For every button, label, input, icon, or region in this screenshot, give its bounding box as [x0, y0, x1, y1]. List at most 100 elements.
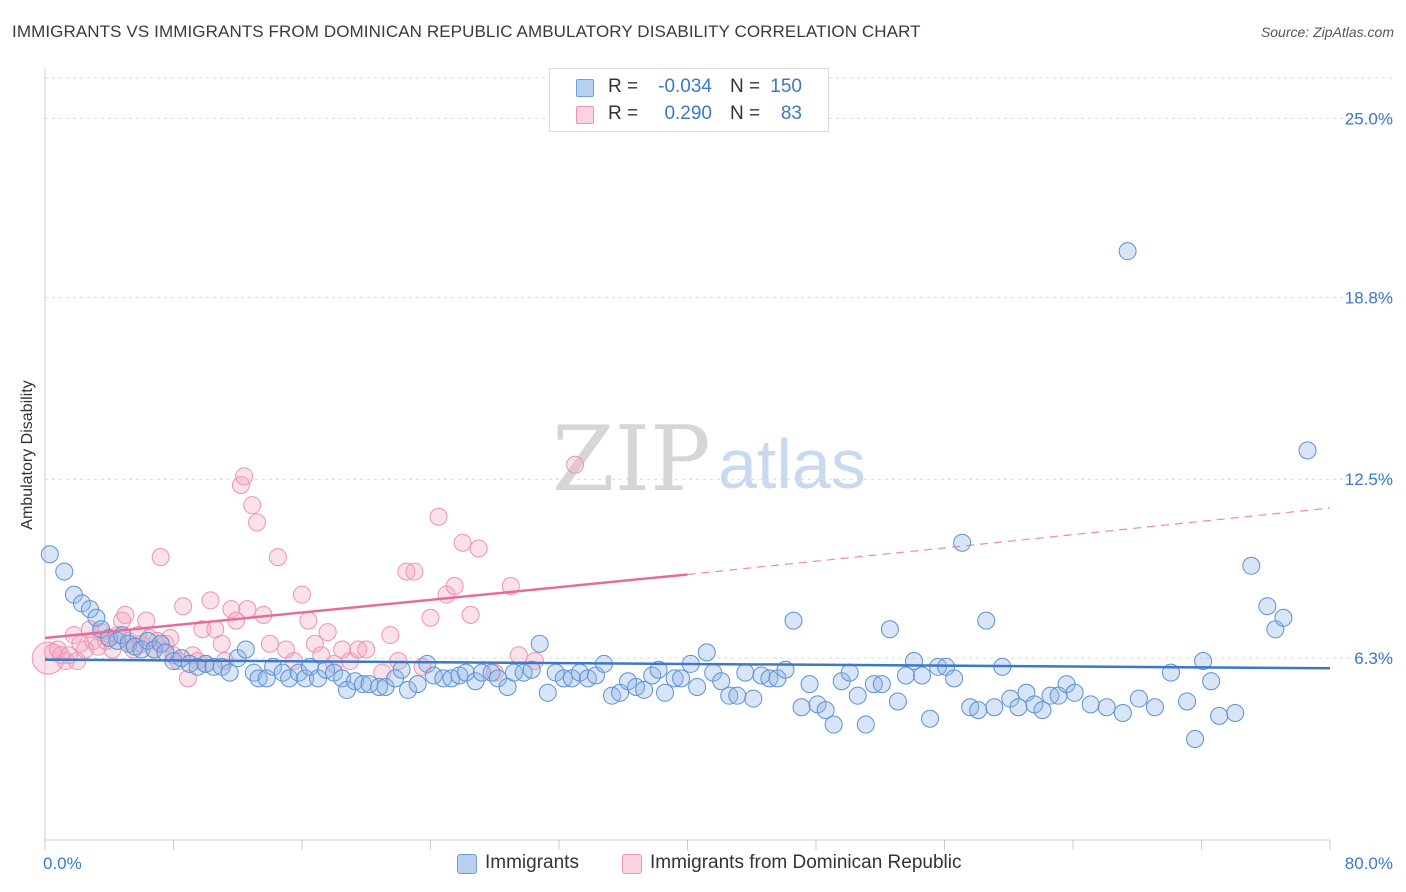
dominican-point	[260, 634, 279, 653]
y-tick-label: 6.3%	[1354, 649, 1393, 668]
immigrants-point	[1065, 683, 1084, 702]
watermark-zip: ZIP	[552, 407, 711, 512]
immigrants-point	[649, 660, 668, 679]
dominican-point	[151, 548, 170, 567]
dominican-point	[445, 577, 464, 595]
y-tick-label: 18.8%	[1345, 288, 1393, 307]
dominican-point	[31, 641, 65, 675]
immigrants-point	[816, 701, 835, 720]
legend-row-immigrants: R = -0.034 N = 150	[550, 73, 828, 101]
dominican-point	[238, 600, 257, 619]
legend-n-value: 150	[770, 76, 802, 97]
correlation-legend: R = -0.034 N = 150 R = 0.290 N = 83	[549, 68, 829, 132]
immigrants-point	[418, 654, 437, 673]
immigrants-point	[1194, 652, 1213, 671]
x-tick-label-max: 80.0%	[1345, 854, 1393, 873]
legend-r-value: -0.034	[658, 76, 712, 97]
immigrants-point	[1118, 242, 1137, 261]
x-tick-label-min: 0.0%	[43, 854, 82, 873]
series-legend: Immigrants Immigrants from Dominican Rep…	[0, 852, 1406, 878]
immigrants-point	[848, 686, 867, 705]
immigrants-point	[522, 660, 541, 679]
immigrants-point	[824, 715, 843, 734]
immigrants-point	[945, 669, 964, 688]
legend-swatch-pink	[576, 106, 594, 124]
legend-n-value: 83	[780, 103, 802, 124]
series-immigrants-points	[40, 242, 1317, 748]
dominican-point	[201, 591, 220, 610]
axes	[44, 68, 1331, 850]
immigrants-point	[1274, 608, 1293, 627]
dominican-point	[421, 608, 440, 627]
watermark-atlas: atlas	[718, 425, 866, 503]
immigrants-point	[1129, 689, 1148, 708]
immigrants-point	[872, 675, 891, 694]
immigrants-point	[87, 608, 106, 627]
immigrants-point	[896, 666, 915, 685]
legend-label: Immigrants	[485, 852, 579, 873]
immigrants-point	[744, 689, 763, 708]
immigrants-point	[236, 640, 255, 659]
immigrants-point	[635, 680, 654, 699]
watermark: ZIP atlas	[552, 407, 866, 512]
dominican-point	[469, 539, 488, 558]
y-tick-label: 12.5%	[1345, 470, 1393, 489]
dominican-point	[235, 467, 254, 486]
chart-title: IMMIGRANTS VS IMMIGRANTS FROM DOMINICAN …	[12, 22, 921, 41]
y-tick-label: 25.0%	[1345, 109, 1393, 128]
dominican-point	[509, 646, 528, 665]
dominican-point	[178, 669, 197, 688]
immigrants-point	[1242, 556, 1261, 575]
dominican-point	[305, 634, 324, 653]
immigrants-point	[370, 678, 389, 697]
dominican-point	[248, 513, 267, 532]
immigrants-point	[1210, 706, 1229, 725]
trend-lines	[44, 507, 1331, 670]
immigrants-point	[392, 660, 411, 679]
dominican-point	[174, 597, 193, 616]
immigrants-point	[792, 698, 811, 717]
immigrants-point	[672, 669, 691, 688]
immigrants-point	[688, 678, 707, 697]
immigrants-point	[728, 686, 747, 705]
immigrants-point	[736, 663, 755, 682]
immigrants-point	[921, 709, 940, 728]
immigrants-point	[408, 675, 427, 694]
immigrants-point	[888, 692, 907, 711]
dominican-point	[212, 634, 231, 653]
dominican-point	[161, 628, 180, 647]
dominican-trend-extension	[687, 507, 1331, 576]
legend-row-dominican: R = 0.290 N = 83	[550, 100, 828, 128]
immigrants-point	[1202, 672, 1221, 691]
immigrants-point	[880, 620, 899, 639]
legend-r-label: R =	[608, 103, 639, 124]
immigrants-point	[784, 611, 803, 630]
dominican-point	[193, 620, 212, 639]
immigrants-point	[1226, 704, 1245, 722]
immigrants-point	[913, 666, 932, 685]
immigrants-point	[1186, 729, 1205, 748]
legend-n-label: N =	[730, 103, 761, 124]
dominican-point	[566, 455, 585, 474]
immigrants-point	[856, 715, 875, 734]
legend-label: Immigrants from Dominican Republic	[650, 852, 962, 873]
dominican-point	[429, 507, 448, 526]
immigrants-point	[1298, 441, 1317, 460]
dominican-point	[268, 548, 287, 567]
series-dominican-points	[31, 455, 585, 688]
legend-swatch-pink	[622, 854, 642, 874]
immigrants-point	[1033, 701, 1052, 720]
dominican-point	[381, 626, 400, 645]
dominican-point	[103, 640, 122, 659]
dominican-trend-line	[44, 573, 688, 640]
immigrants-point	[969, 701, 988, 720]
dominican-point	[116, 605, 135, 624]
immigrants-point	[665, 669, 684, 688]
immigrants-point	[399, 680, 418, 699]
immigrants-point	[280, 669, 299, 688]
dominican-point	[453, 533, 472, 552]
immigrants-point	[712, 672, 731, 691]
legend-n-label: N =	[730, 76, 761, 97]
tick-labels: 6.3% 12.5% 18.8% 25.0% 0.0% 80.0%	[43, 109, 1393, 873]
